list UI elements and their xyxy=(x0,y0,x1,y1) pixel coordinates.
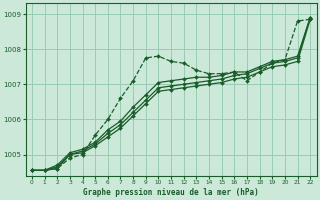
X-axis label: Graphe pression niveau de la mer (hPa): Graphe pression niveau de la mer (hPa) xyxy=(83,188,259,197)
